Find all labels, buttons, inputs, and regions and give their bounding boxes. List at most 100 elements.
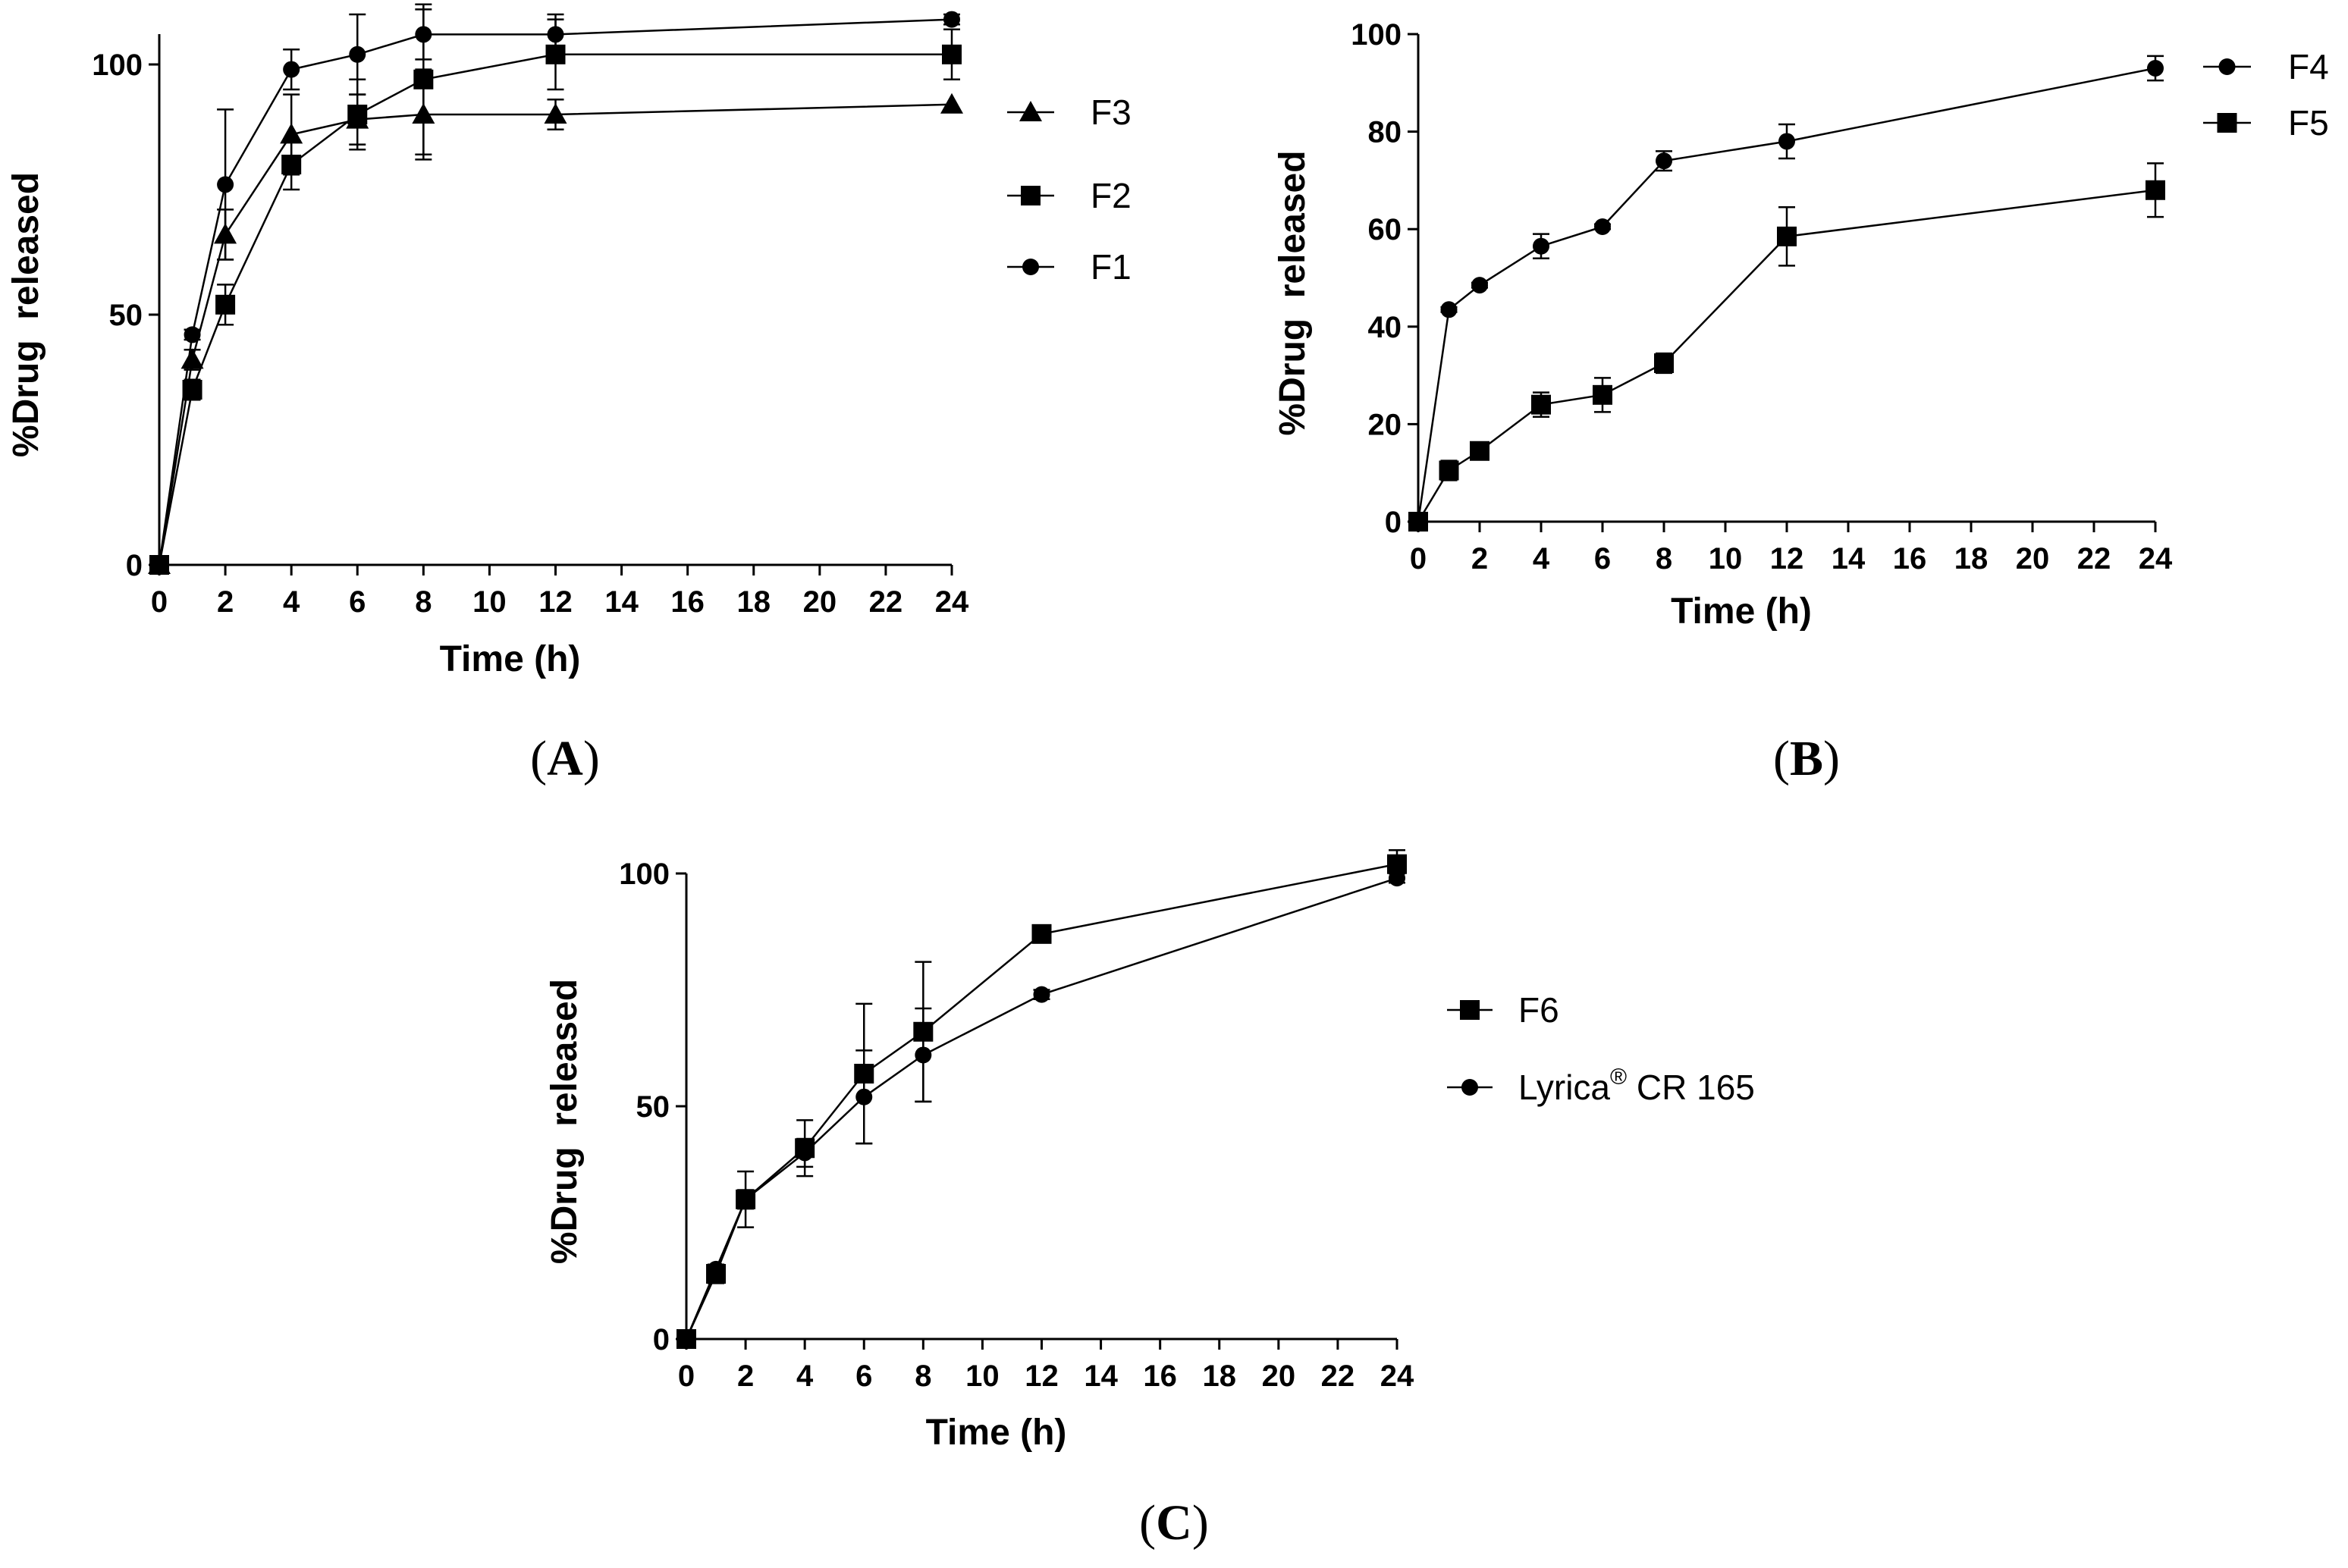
x-tick-label: 8 [415, 585, 432, 619]
series-f1 [151, 8, 960, 573]
x-tick-label: 16 [1893, 542, 1927, 575]
y-axis-title: %Drug released [1273, 150, 1313, 435]
x-tick-label: 2 [737, 1359, 754, 1393]
legend-label-name: F5 [2288, 103, 2329, 143]
x-tick-label: 12 [538, 585, 573, 619]
data-point [280, 123, 303, 144]
data-point [544, 103, 567, 124]
series-lyrica [678, 870, 1405, 1347]
data-point [413, 69, 434, 89]
x-tick-label: 14 [1832, 542, 1866, 575]
data-point [415, 26, 432, 43]
series-line [158, 103, 953, 566]
legend-entry: F1 [1007, 247, 1132, 287]
data-point [281, 155, 302, 174]
x-axis-title: Time (h) [440, 639, 581, 679]
panel-label: (B) [1773, 731, 1840, 786]
x-tick-label: 6 [855, 1359, 872, 1393]
legend-entry: F2 [1007, 176, 1132, 215]
panel-label-close-paren: ) [1192, 1495, 1209, 1551]
x-tick-label: 10 [965, 1359, 1000, 1393]
series-f3 [148, 68, 963, 574]
x-tick-label: 4 [796, 1359, 814, 1393]
x-tick-label: 18 [737, 585, 771, 619]
y-tick-label: 20 [1368, 408, 1402, 441]
panel-label-close-paren: ) [1823, 731, 1840, 786]
legend-entry: F5 [2203, 103, 2329, 143]
panel-label: (A) [530, 731, 600, 786]
legend-label: F3 [1091, 93, 1132, 132]
x-tick-label: 4 [283, 585, 300, 619]
panel-label-close-paren: ) [583, 731, 600, 786]
x-tick-label: 14 [1084, 1359, 1118, 1393]
x-tick-label: 0 [151, 585, 168, 619]
legend-marker [2218, 58, 2236, 75]
x-tick-label: 24 [2139, 542, 2173, 575]
legend-marker [1461, 1079, 1478, 1096]
data-point [943, 11, 960, 28]
x-tick-label: 12 [1025, 1359, 1059, 1393]
data-point [180, 348, 204, 369]
y-tick-label: 100 [92, 49, 143, 82]
panel-label-open-paren: ( [530, 731, 547, 786]
x-axis-title: Time (h) [1671, 591, 1812, 632]
y-tick-label: 100 [1351, 18, 1402, 52]
legend-marker [1021, 186, 1041, 205]
data-point [1031, 924, 1052, 944]
legend-label: F1 [1091, 247, 1132, 287]
legend-label: F5 [2288, 103, 2329, 143]
data-point [1033, 986, 1050, 1003]
data-point [283, 61, 300, 78]
y-axis-title: %Drug released [545, 979, 585, 1264]
series-f4 [1410, 55, 2164, 530]
series-f2 [149, 3, 962, 575]
series-line [158, 18, 953, 566]
y-tick-label: 50 [109, 299, 143, 332]
legend-label: Lyrica® CR 165 [1518, 1065, 1755, 1107]
series-line [158, 53, 952, 566]
x-tick-label: 2 [1471, 542, 1488, 575]
data-point [940, 93, 963, 114]
legend-entry: Lyrica® CR 165 [1447, 1065, 1755, 1107]
panel-label-letter: C [1156, 1495, 1192, 1551]
x-tick-label: 22 [869, 585, 903, 619]
x-tick-label: 0 [1410, 542, 1427, 575]
data-point [1531, 394, 1551, 415]
data-point [915, 1046, 932, 1064]
x-tick-label: 20 [1262, 1359, 1296, 1393]
legend-label-suffix: CR 165 [1627, 1068, 1755, 1107]
y-tick-label: 0 [126, 549, 143, 582]
x-tick-label: 18 [1954, 542, 1989, 575]
data-point [215, 294, 236, 315]
x-tick-label: 22 [1321, 1359, 1355, 1393]
data-point [796, 1144, 814, 1162]
x-axis-title: Time (h) [926, 1413, 1067, 1453]
legend-label-name: F6 [1518, 990, 1559, 1030]
panel-label-letter: B [1790, 731, 1823, 786]
y-tick-label: 60 [1368, 213, 1402, 246]
x-tick-label: 24 [935, 585, 969, 619]
data-point [1777, 226, 1797, 246]
y-tick-label: 40 [1368, 311, 1402, 344]
y-tick-label: 50 [636, 1090, 670, 1124]
panel-label-open-paren: ( [1139, 1495, 1156, 1551]
legend-label-name: F4 [2288, 47, 2329, 86]
data-point [1440, 301, 1458, 318]
data-point [347, 105, 368, 124]
data-point [1593, 384, 1612, 405]
legend-marker [1460, 1000, 1480, 1020]
y-tick-label: 0 [1385, 506, 1402, 539]
x-tick-label: 0 [678, 1359, 695, 1393]
legend-label-superscript: ® [1610, 1065, 1627, 1090]
x-tick-label: 16 [1143, 1359, 1177, 1393]
legend-entry: F6 [1447, 990, 1559, 1030]
data-point [737, 1190, 755, 1208]
x-tick-label: 14 [604, 585, 639, 619]
data-point [184, 326, 201, 343]
data-point [1778, 133, 1795, 150]
x-tick-label: 10 [472, 585, 507, 619]
